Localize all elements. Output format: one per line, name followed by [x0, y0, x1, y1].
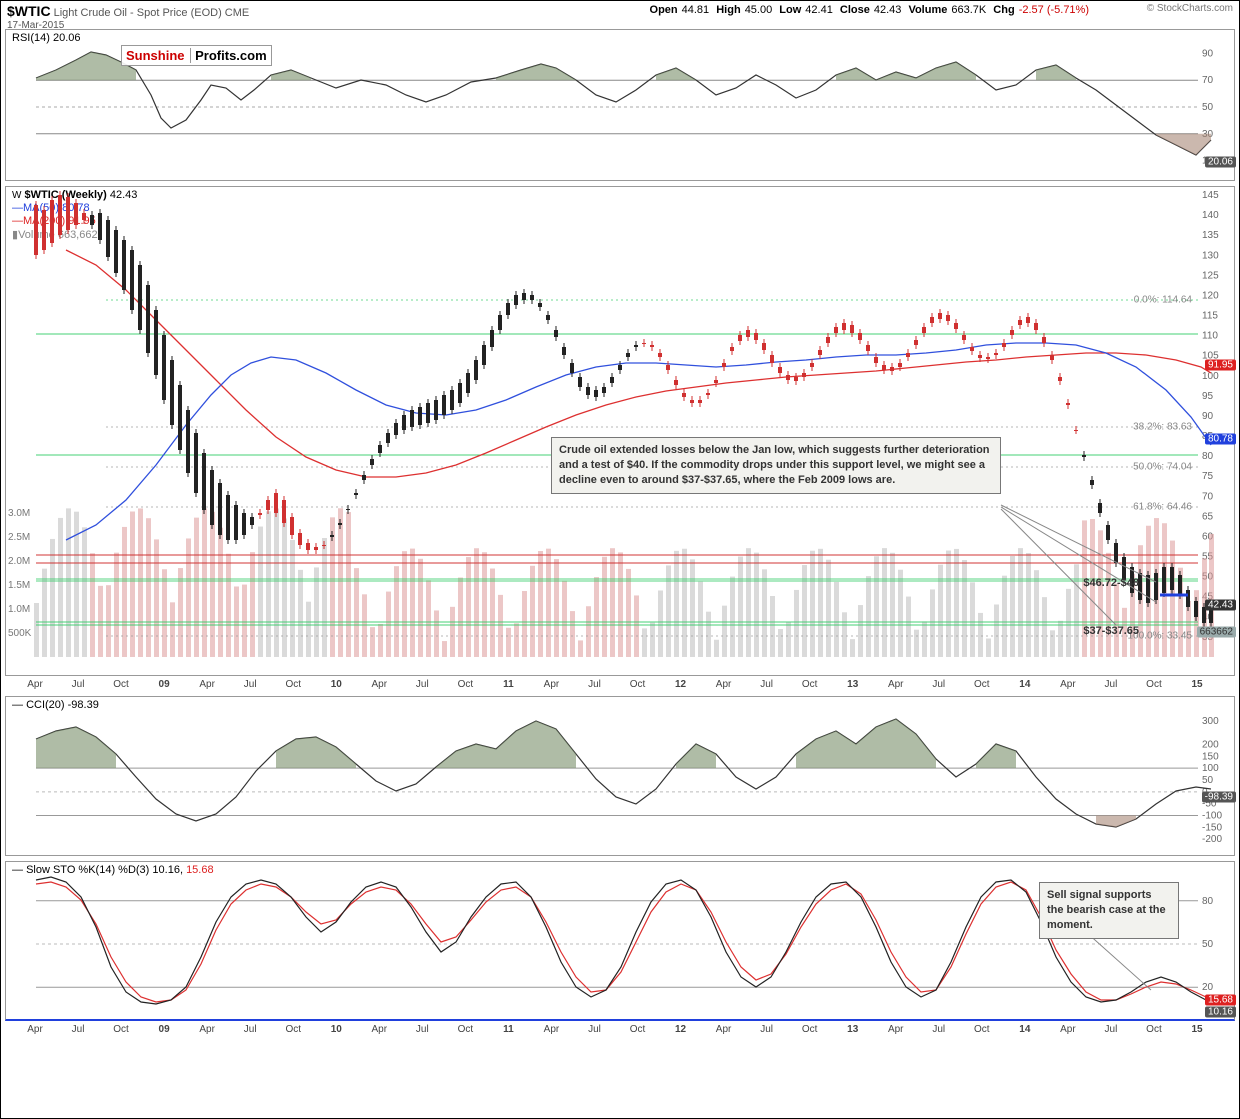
- vol-tag: 663662: [1197, 627, 1236, 638]
- sto-d-tag: 15.68: [1205, 995, 1236, 1006]
- annotation-main: Crude oil extended losses below the Jan …: [551, 437, 1001, 494]
- symbol-description: Light Crude Oil - Spot Price (EOD) CME: [54, 7, 250, 19]
- svg-text:50: 50: [1202, 102, 1214, 113]
- symbol: $WTIC: [7, 3, 51, 19]
- svg-text:115: 115: [1202, 311, 1218, 322]
- svg-text:300: 300: [1202, 716, 1219, 727]
- svg-text:90: 90: [1202, 48, 1214, 59]
- watermark: Sunshine Profits.com: [121, 45, 272, 66]
- price-panel: W $WTIC (Weekly) 42.43 —MA(50) 80.78 —MA…: [5, 186, 1235, 676]
- svg-text:2.5M: 2.5M: [8, 532, 30, 543]
- svg-text:-100: -100: [1202, 811, 1222, 822]
- svg-text:1.0M: 1.0M: [8, 604, 30, 615]
- cci-chart: -200-150-100-50050100150200300: [6, 697, 1236, 857]
- svg-text:3.0M: 3.0M: [8, 508, 30, 519]
- svg-text:75: 75: [1202, 471, 1214, 482]
- svg-text:150: 150: [1202, 751, 1219, 762]
- svg-text:50: 50: [1202, 939, 1214, 950]
- svg-text:-200: -200: [1202, 834, 1222, 845]
- ma200-tag: 91.95: [1205, 360, 1236, 371]
- svg-text:125: 125: [1202, 270, 1219, 281]
- price-chart: 3540455055606570758085909510010511011512…: [6, 187, 1236, 677]
- cci-panel: — CCI(20) -98.39 -200-150-100-5005010015…: [5, 696, 1235, 856]
- svg-text:120: 120: [1202, 290, 1219, 301]
- copyright: © StockCharts.com: [1147, 3, 1233, 14]
- svg-text:50: 50: [1202, 775, 1214, 786]
- ma50-tag: 80.78: [1205, 434, 1236, 445]
- svg-text:65: 65: [1202, 511, 1214, 522]
- stochastic-panel: — Slow STO %K(14) %D(3) 10.16, 15.68 205…: [5, 861, 1235, 1021]
- svg-text:90: 90: [1202, 411, 1214, 422]
- svg-text:1.5M: 1.5M: [8, 580, 30, 591]
- svg-text:100: 100: [1202, 763, 1219, 774]
- svg-text:145: 145: [1202, 190, 1219, 201]
- x-axis-bottom: AprJulOct09AprJulOct10AprJulOct11AprJulO…: [5, 1024, 1235, 1038]
- rsi-value-tag: 20.06: [1205, 157, 1236, 168]
- svg-text:200: 200: [1202, 740, 1219, 751]
- svg-text:130: 130: [1202, 250, 1219, 261]
- close-tag: 42.43: [1205, 600, 1236, 611]
- annotation-range-2: $37-$37.65: [1083, 625, 1139, 637]
- x-axis-main: AprJulOct09AprJulOct10AprJulOct11AprJulO…: [5, 679, 1235, 693]
- svg-text:80: 80: [1202, 896, 1214, 907]
- svg-text:110: 110: [1202, 331, 1218, 342]
- svg-text:2.0M: 2.0M: [8, 556, 30, 567]
- svg-text:500K: 500K: [8, 628, 32, 639]
- ohlc-row: Open44.81 High45.00 Low42.41 Close42.43 …: [646, 4, 1089, 16]
- annotation-sto: Sell signal supports the bearish case at…: [1039, 882, 1179, 939]
- svg-text:-150: -150: [1202, 822, 1222, 833]
- svg-text:70: 70: [1202, 491, 1214, 502]
- svg-text:80: 80: [1202, 451, 1214, 462]
- annotation-range-1: $46.72-$48: [1083, 577, 1139, 589]
- svg-text:95: 95: [1202, 391, 1214, 402]
- cci-value-tag: -98.39: [1202, 792, 1236, 803]
- svg-text:20: 20: [1202, 982, 1214, 993]
- svg-text:135: 135: [1202, 230, 1219, 241]
- sto-k-tag: 10.16: [1205, 1007, 1236, 1018]
- svg-text:140: 140: [1202, 210, 1219, 221]
- svg-text:70: 70: [1202, 75, 1214, 86]
